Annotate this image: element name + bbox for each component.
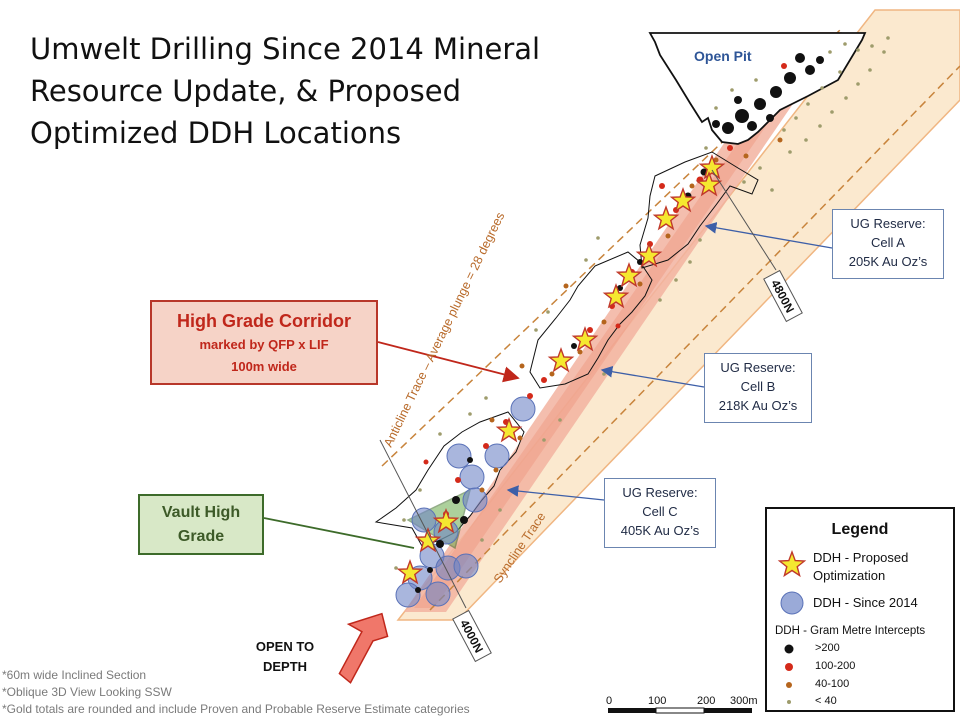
open-to-depth-line-1: OPEN TO	[255, 639, 315, 654]
reserve-cell-c: UG Reserve: Cell C 405K Au Oz’s	[604, 478, 716, 548]
vault-high-grade-callout: Vault High Grade	[138, 494, 264, 555]
vault-arrow	[263, 517, 415, 549]
legend-dot-40-100	[786, 682, 792, 688]
reserve-cell-a: UG Reserve: Cell A 205K Au Oz’s	[832, 209, 944, 279]
proposed-holes	[396, 153, 726, 585]
legend-proposed-line-2: Optimization	[813, 568, 886, 583]
scale-label-200: 200	[697, 695, 716, 707]
open-pit-label: Open Pit	[694, 48, 752, 64]
footnote-3: *Gold totals are rounded and include Pro…	[2, 702, 470, 716]
cell-b-outline	[529, 251, 653, 389]
since-2014-holes	[395, 396, 536, 608]
legend-title: Legend	[831, 521, 889, 538]
high-grade-corridor-callout: High Grade Corridor marked by QFP x LIF …	[150, 300, 378, 385]
legend-star-icon	[777, 549, 807, 578]
open-to-depth-label: OPEN TO DEPTH	[240, 637, 330, 677]
vault-line-1: Vault High	[161, 504, 241, 521]
proposed-hole-star	[669, 186, 697, 213]
legend-class-40-100: 40-100	[815, 678, 850, 690]
cell-b-arrow	[600, 365, 705, 388]
corridor-core	[414, 36, 828, 608]
legend-class-100-200: 100-200	[815, 660, 856, 672]
hgc-line-2: marked by QFP x LIF	[199, 337, 329, 352]
reserve-c-line-3: 405K Au Oz’s	[620, 523, 700, 538]
open-pit-outline	[648, 32, 867, 145]
legend-star-shape	[777, 549, 807, 578]
cell-c-arrow	[506, 485, 605, 501]
legend-intercepts-title: DDH - Gram Metre Intercepts	[775, 625, 926, 637]
reserve-a-line-3: 205K Au Oz’s	[848, 254, 928, 269]
reserve-b-line-3: 218K Au Oz’s	[718, 398, 798, 413]
proposed-hole-star	[602, 282, 630, 309]
section-4000n-line	[379, 439, 467, 609]
scale-label-0: 0	[606, 695, 613, 707]
vault-line-2: Grade	[177, 528, 225, 545]
title-line-1: Umwelt Drilling Since 2014 Mineral	[30, 32, 541, 66]
scale-label-100: 100	[648, 695, 667, 707]
cell-a-outline	[639, 151, 759, 269]
section-label-4000n: 4000N	[452, 609, 492, 663]
reserve-a-line-2: Cell A	[871, 235, 905, 250]
scale-bar	[608, 707, 752, 714]
footnotes: *60m wide Inclined Section *Oblique 3D V…	[2, 667, 470, 718]
proposed-hole-star	[495, 416, 523, 443]
section-4800n-line	[711, 169, 777, 271]
proposed-hole-star	[635, 241, 663, 268]
proposed-hole-star	[652, 204, 680, 231]
open-to-depth-line-2: DEPTH	[262, 659, 308, 674]
proposed-hole-star	[432, 507, 460, 534]
legend-dot-gt200	[784, 644, 794, 654]
legend: Legend DDH - Proposed Optimization DDH -…	[765, 507, 955, 712]
proposed-hole-star	[414, 526, 442, 553]
title-line-3: Optimized DDH Locations	[30, 116, 402, 150]
proposed-hole-star	[571, 325, 599, 352]
proposed-hole-star	[698, 153, 726, 180]
proposed-hole-star	[615, 261, 643, 288]
legend-since2014-label: DDH - Since 2014	[813, 595, 918, 610]
legend-class-lt40: < 40	[815, 695, 837, 707]
reserve-c-line-1: UG Reserve:	[622, 485, 698, 500]
legend-proposed-line-1: DDH - Proposed	[813, 550, 909, 565]
legend-dot-100-200	[785, 663, 793, 671]
legend-proposed-label: DDH - Proposed Optimization	[813, 549, 908, 585]
open-to-depth-arrow	[338, 612, 389, 684]
reserve-b-line-1: UG Reserve:	[720, 360, 796, 375]
intercept-dots-lt40	[394, 36, 890, 570]
intercept-dots-40-100	[479, 137, 783, 493]
proposed-hole-star	[547, 346, 575, 373]
proposed-hole-star	[396, 558, 424, 585]
anticline-trace-label: Anticline Trace – Average plunge = 28 de…	[381, 210, 507, 449]
legend-dot-lt40	[787, 700, 791, 704]
cell-a-arrow	[704, 222, 833, 249]
corridor-arrow	[377, 341, 520, 383]
legend-since2014-icon	[780, 591, 804, 615]
hgc-line-1: High Grade Corridor	[176, 311, 351, 331]
page-title: Umwelt Drilling Since 2014 Mineral Resou…	[30, 28, 630, 154]
legend-class-gt200: >200	[815, 642, 840, 654]
footnote-1: *60m wide Inclined Section	[2, 668, 147, 682]
reserve-b-line-2: Cell B	[740, 379, 776, 394]
proposed-hole-star	[695, 170, 723, 197]
title-line-2: Resource Update, & Proposed	[30, 74, 462, 108]
scale-label-300m: 300m	[730, 695, 758, 707]
hgc-line-3: 100m wide	[231, 359, 297, 374]
legend-symbols	[777, 549, 807, 704]
reserve-c-line-2: Cell C	[642, 504, 678, 519]
reserve-a-line-1: UG Reserve:	[850, 216, 926, 231]
reserve-cell-b: UG Reserve: Cell B 218K Au Oz’s	[704, 353, 812, 423]
syncline-trace-line	[429, 65, 960, 611]
footnote-2: *Oblique 3D View Looking SSW	[2, 685, 172, 699]
